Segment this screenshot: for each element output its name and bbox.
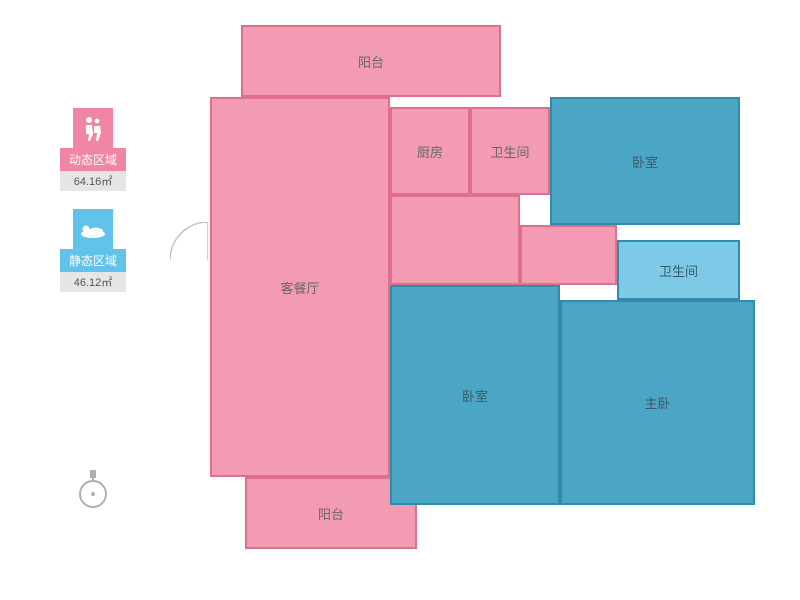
room-label-bath2: 卫生间 (659, 261, 698, 280)
room-kitchen: 厨房 (390, 107, 470, 195)
legend-dynamic-value: 64.16㎡ (60, 171, 126, 191)
legend-static-label: 静态区域 (60, 249, 126, 272)
legend-dynamic-label: 动态区域 (60, 148, 126, 171)
room-label-kitchen: 厨房 (417, 142, 443, 161)
compass-icon (76, 470, 110, 515)
room-living: 客餐厅 (210, 97, 390, 477)
room-balcony-top: 阳台 (241, 25, 501, 97)
room-bath2: 卫生间 (617, 240, 740, 300)
floorplan: 阳台客餐厅厨房卫生间阳台卧室卫生间卧室主卧 (195, 25, 755, 565)
sleep-icon (73, 209, 113, 249)
room-bedroom2: 卧室 (390, 285, 560, 505)
room-label-living: 客餐厅 (280, 278, 319, 297)
room-label-master: 主卧 (644, 393, 670, 412)
people-icon (73, 108, 113, 148)
legend-static-value: 46.12㎡ (60, 272, 126, 292)
room-label-bath1: 卫生间 (490, 142, 529, 161)
legend-static: 静态区域 46.12㎡ (60, 209, 126, 292)
room-label-bedroom2: 卧室 (462, 386, 488, 405)
room-label-balcony-top: 阳台 (358, 52, 384, 71)
room-bedroom1: 卧室 (550, 97, 740, 225)
entry-door-arc (170, 222, 208, 260)
room-living-ext (390, 195, 520, 285)
room-corridor (520, 225, 617, 285)
room-bath1: 卫生间 (470, 107, 550, 195)
legend-panel: 动态区域 64.16㎡ 静态区域 46.12㎡ (60, 108, 126, 310)
room-master: 主卧 (560, 300, 755, 505)
room-label-bedroom1: 卧室 (632, 152, 658, 171)
legend-dynamic: 动态区域 64.16㎡ (60, 108, 126, 191)
room-label-balcony-bot: 阳台 (318, 504, 344, 523)
